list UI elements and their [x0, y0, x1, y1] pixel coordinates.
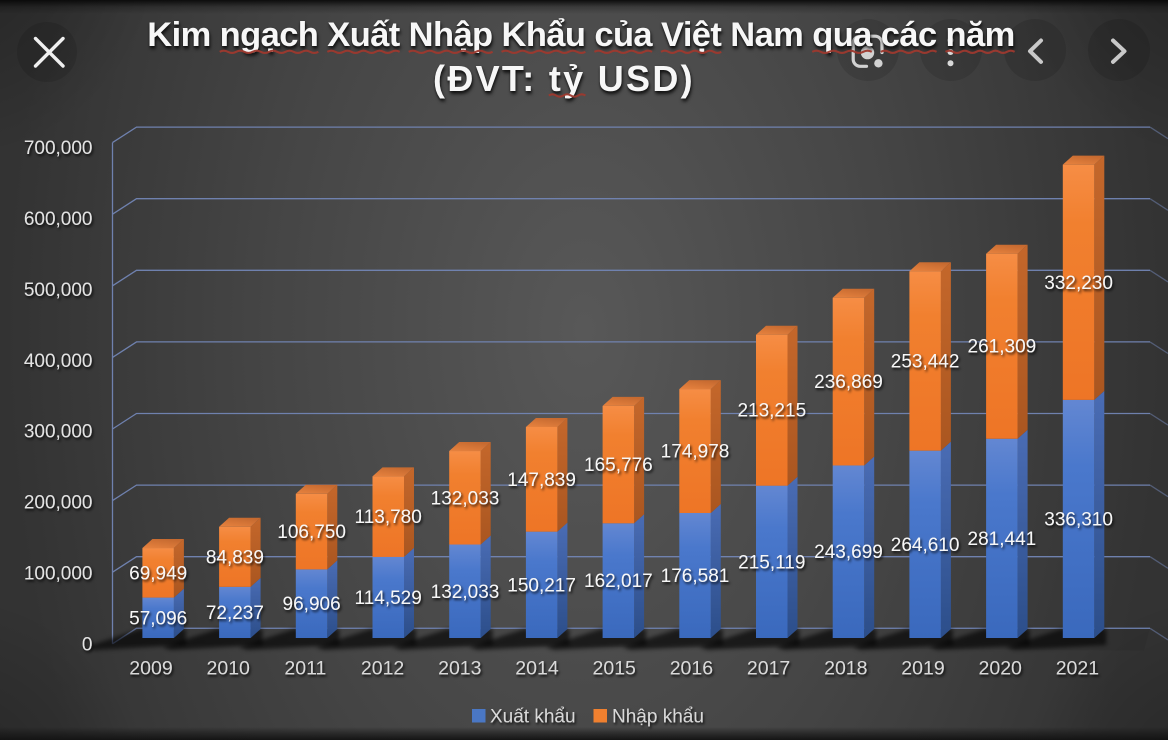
- svg-text:400,000: 400,000: [24, 351, 93, 372]
- svg-text:147,839: 147,839: [507, 470, 576, 491]
- svg-text:213,215: 213,215: [737, 401, 806, 422]
- svg-text:2015: 2015: [593, 658, 637, 680]
- svg-text:Xuất khẩu: Xuất khẩu: [490, 707, 576, 728]
- svg-text:500,000: 500,000: [24, 280, 93, 301]
- svg-text:132,033: 132,033: [431, 488, 500, 509]
- svg-text:243,699: 243,699: [814, 542, 883, 563]
- svg-text:84,839: 84,839: [206, 547, 264, 568]
- svg-text:165,776: 165,776: [584, 455, 653, 476]
- svg-text:100,000: 100,000: [24, 564, 93, 585]
- svg-text:281,441: 281,441: [968, 529, 1037, 550]
- svg-text:336,310: 336,310: [1044, 509, 1113, 530]
- svg-text:2017: 2017: [747, 658, 790, 680]
- svg-text:2016: 2016: [670, 658, 713, 680]
- svg-text:2010: 2010: [207, 658, 251, 680]
- svg-text:2012: 2012: [361, 658, 404, 680]
- svg-text:114,529: 114,529: [355, 588, 422, 609]
- svg-text:Nhập khẩu: Nhập khẩu: [612, 707, 704, 728]
- svg-text:174,978: 174,978: [661, 442, 730, 463]
- svg-text:300,000: 300,000: [24, 422, 93, 443]
- svg-text:253,442: 253,442: [891, 351, 960, 372]
- svg-text:150,217: 150,217: [507, 575, 576, 596]
- svg-text:69,949: 69,949: [129, 563, 187, 584]
- svg-text:57,096: 57,096: [129, 608, 187, 629]
- svg-text:162,017: 162,017: [584, 571, 653, 592]
- svg-text:2018: 2018: [824, 658, 867, 680]
- svg-text:700,000: 700,000: [24, 138, 93, 159]
- svg-text:106,750: 106,750: [277, 522, 346, 543]
- svg-text:264,610: 264,610: [891, 535, 960, 556]
- svg-text:2009: 2009: [129, 658, 172, 680]
- svg-text:2011: 2011: [284, 658, 326, 680]
- svg-text:215,119: 215,119: [738, 552, 805, 573]
- svg-text:332,230: 332,230: [1044, 273, 1113, 294]
- svg-text:236,869: 236,869: [814, 372, 883, 393]
- svg-text:132,033: 132,033: [431, 582, 500, 603]
- svg-text:113,780: 113,780: [355, 507, 422, 528]
- svg-text:600,000: 600,000: [24, 209, 93, 230]
- svg-text:2019: 2019: [901, 658, 944, 680]
- svg-text:0: 0: [82, 634, 93, 655]
- svg-text:2021: 2021: [1056, 658, 1099, 680]
- svg-text:2020: 2020: [979, 658, 1023, 680]
- svg-text:176,581: 176,581: [661, 566, 730, 587]
- svg-text:2014: 2014: [515, 658, 559, 680]
- svg-text:200,000: 200,000: [24, 493, 93, 514]
- svg-text:2013: 2013: [438, 658, 481, 680]
- svg-text:72,237: 72,237: [206, 603, 264, 624]
- svg-text:261,309: 261,309: [968, 337, 1037, 358]
- svg-text:96,906: 96,906: [283, 594, 341, 615]
